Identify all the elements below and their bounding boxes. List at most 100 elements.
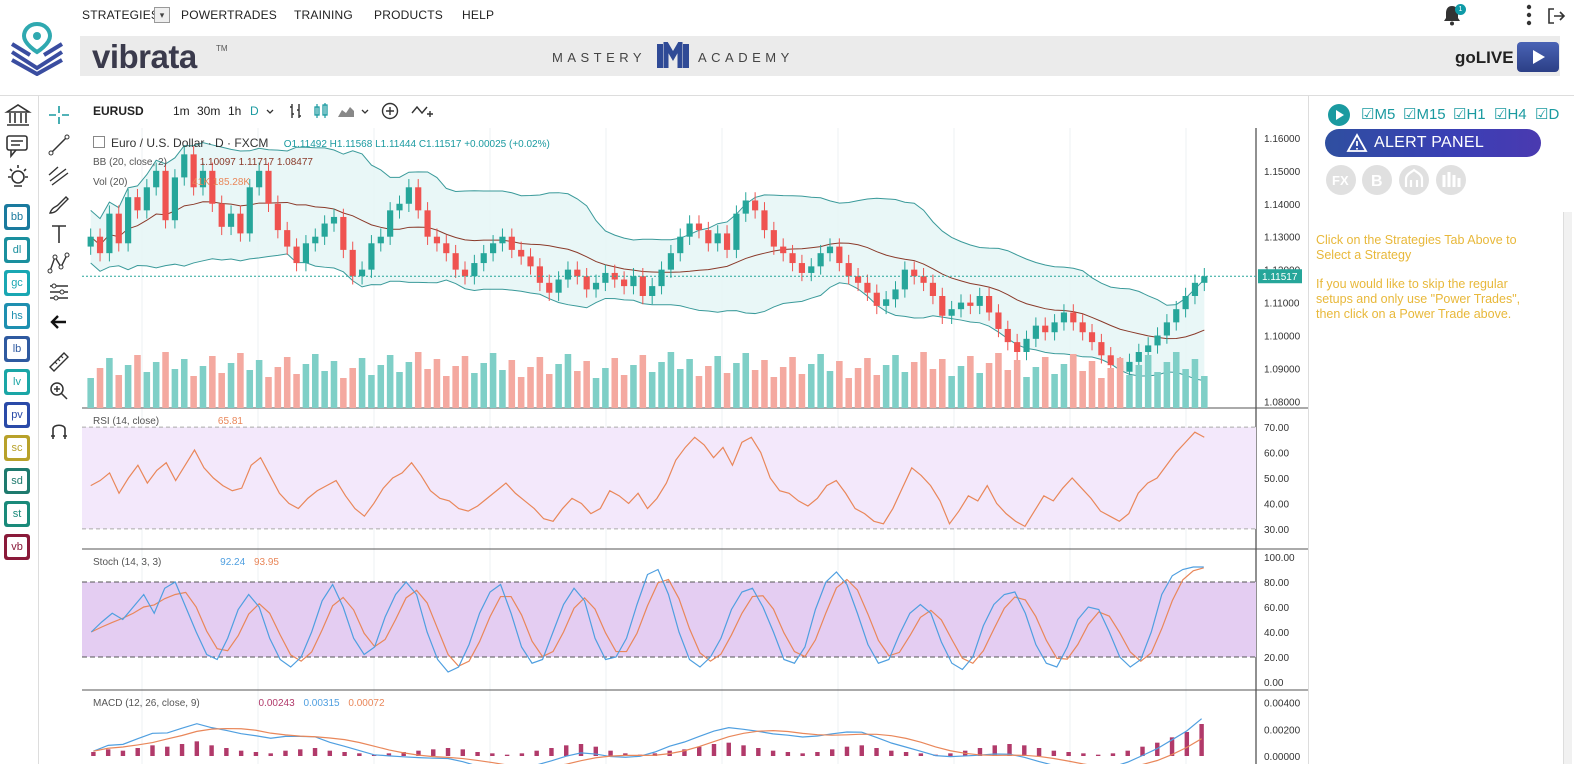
tf-check-d[interactable]: ☑D <box>1535 106 1560 123</box>
brush-icon[interactable] <box>46 193 72 217</box>
volume-bar <box>274 367 282 408</box>
indices-icon[interactable] <box>1436 165 1466 195</box>
strategies-dropdown-icon[interactable]: ▾ <box>154 7 170 23</box>
volume-bar <box>602 368 609 408</box>
candle-body <box>602 272 609 283</box>
strategy-button-sc[interactable]: sc <box>4 435 30 461</box>
bars-style-icon[interactable] <box>287 102 305 120</box>
nav-powertrades[interactable]: POWERTRADES <box>181 8 277 22</box>
pitchfork-icon[interactable] <box>46 163 72 187</box>
notification-count-badge: 1 <box>1455 4 1466 15</box>
candle-body <box>864 282 871 293</box>
strategy-button-lb[interactable]: lb <box>4 336 30 362</box>
nav-strategies[interactable]: STRATEGIES <box>82 8 160 22</box>
tf-check-m5[interactable]: ☑M5 <box>1361 106 1396 123</box>
strategy-button-st[interactable]: st <box>4 501 30 527</box>
zoom-in-icon[interactable] <box>46 379 72 403</box>
volume-bar <box>957 366 965 408</box>
right-panel-scrollbar[interactable] <box>1563 212 1572 764</box>
candle-body <box>752 200 759 211</box>
stoch-label[interactable]: Stoch (14, 3, 3) <box>93 557 162 568</box>
rsi-legend: RSI (14, close) 65.81 <box>93 416 243 427</box>
volume-bar <box>190 376 197 408</box>
crosshair-icon[interactable] <box>46 103 72 127</box>
pattern-icon[interactable] <box>46 251 72 275</box>
timeframe-1h[interactable]: 1h <box>228 104 242 118</box>
candle-body <box>957 302 965 310</box>
price-tick-label: 1.13000 <box>1264 233 1301 244</box>
chat-icon[interactable] <box>4 132 32 160</box>
add-indicator-icon[interactable] <box>380 101 400 121</box>
timeframe-d[interactable]: D <box>250 104 259 118</box>
volume-bar <box>517 377 525 408</box>
fx-icon[interactable]: FX <box>1326 165 1356 195</box>
vol-label[interactable]: Vol (20) <box>93 177 128 188</box>
area-style-icon[interactable] <box>337 102 355 120</box>
bb-basis <box>90 201 1205 340</box>
volume-bar <box>620 375 628 408</box>
forecast-tool-icon[interactable] <box>46 280 72 304</box>
strategy-label: gc <box>7 273 27 293</box>
volume-bar <box>124 365 132 408</box>
header-divider <box>0 95 1574 96</box>
commodities-icon[interactable] <box>1399 165 1429 195</box>
strategy-button-dl[interactable]: dl <box>4 237 30 263</box>
volume-bar <box>171 369 179 408</box>
bitcoin-icon[interactable]: B <box>1362 165 1392 195</box>
logout-icon[interactable] <box>1546 6 1566 26</box>
magnet-icon[interactable] <box>46 419 72 443</box>
play-button[interactable] <box>1328 104 1350 126</box>
candle-body <box>686 223 693 237</box>
timeframe-1m[interactable]: 1m <box>173 104 190 118</box>
tf-check-m15[interactable]: ☑M15 <box>1403 106 1446 123</box>
more-menu-icon[interactable] <box>1523 3 1535 27</box>
volume-bar <box>499 370 506 408</box>
candles-style-icon[interactable] <box>312 102 330 120</box>
candle-body <box>817 253 824 267</box>
nav-help[interactable]: HELP <box>462 8 495 22</box>
compare-icon[interactable] <box>410 101 434 121</box>
candle-body <box>489 243 497 254</box>
bb-label[interactable]: BB (20, close, 2) <box>93 157 167 168</box>
volume-bar <box>199 366 207 408</box>
trend-line-icon[interactable] <box>46 133 72 157</box>
strategy-button-gc[interactable]: gc <box>4 270 30 296</box>
strategy-label: lb <box>7 339 27 359</box>
nav-products[interactable]: PRODUCTS <box>374 8 443 22</box>
golive-play-button[interactable] <box>1517 42 1559 72</box>
collapse-legend-icon[interactable] <box>93 136 105 148</box>
tf-check-h1[interactable]: ☑H1 <box>1453 106 1486 123</box>
timeframe-30m[interactable]: 30m <box>197 104 221 118</box>
bank-icon[interactable] <box>4 102 32 130</box>
text-tool-icon[interactable] <box>46 222 72 246</box>
symbol-search[interactable]: EURUSD <box>93 104 144 118</box>
candle-body <box>181 154 188 178</box>
volume-bar <box>143 372 151 408</box>
tf-check-h4[interactable]: ☑H4 <box>1494 106 1527 123</box>
strategy-button-bb[interactable]: bb <box>4 204 30 230</box>
volume-bar <box>1013 360 1021 408</box>
strategy-button-lv[interactable]: lv <box>4 369 30 395</box>
strategy-button-vb[interactable]: vb <box>4 534 30 560</box>
rsi-label[interactable]: RSI (14, close) <box>93 416 160 427</box>
volume-bar <box>461 356 469 408</box>
nav-training[interactable]: TRAINING <box>294 8 353 22</box>
style-chevron-down-icon[interactable] <box>359 106 371 118</box>
strategy-button-pv[interactable]: pv <box>4 402 30 428</box>
volume-bar <box>901 372 909 408</box>
timeframe-chevron-down-icon[interactable] <box>264 106 276 118</box>
svg-text:FX: FX <box>1332 173 1349 188</box>
idea-bulb-icon[interactable] <box>4 162 32 190</box>
stoch-tick-label: 60.00 <box>1264 603 1289 614</box>
volume-bar <box>1051 374 1058 408</box>
ruler-icon[interactable] <box>46 349 72 373</box>
strategy-button-hs[interactable]: hs <box>4 303 30 329</box>
back-arrow-icon[interactable] <box>46 310 72 334</box>
strategy-button-sd[interactable]: sd <box>4 468 30 494</box>
volume-bar <box>676 369 684 408</box>
chart-canvas[interactable]: 70.00 60.00 50.00 40.00 30.00 100.00 80.00 60.… <box>82 128 1308 764</box>
macd-label[interactable]: MACD (12, 26, close, 9) <box>93 698 200 709</box>
volume-bar <box>1135 365 1143 408</box>
volume-bar <box>265 377 272 408</box>
volume-bar <box>96 368 104 408</box>
